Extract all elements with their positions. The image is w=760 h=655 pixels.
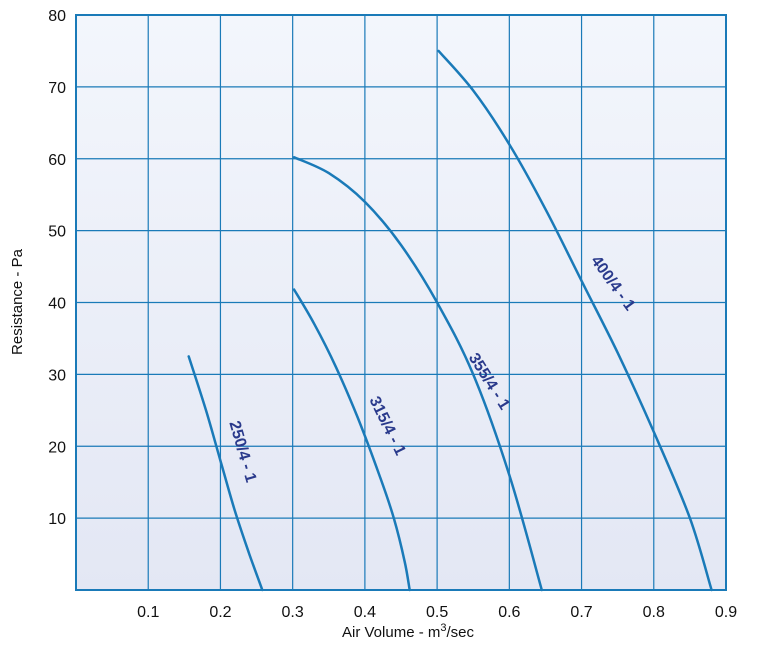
curve-250 [187, 355, 264, 592]
x-axis-label-main: Air Volume - m [342, 624, 440, 641]
y-tick-label: 10 [48, 511, 66, 528]
y-tick-label: 30 [48, 367, 66, 384]
y-tick-label: 50 [48, 224, 66, 241]
x-axis-label: Air Volume - m3/sec [342, 622, 474, 641]
x-tick-label: 0.2 [209, 604, 231, 621]
y-tick-label: 20 [48, 439, 66, 456]
y-tick-label: 40 [48, 296, 66, 313]
x-tick-label: 0.7 [570, 604, 592, 621]
x-tick-label: 0.3 [282, 604, 304, 621]
x-axis-label-tail: /sec [446, 624, 474, 641]
x-tick-label: 0.9 [715, 604, 737, 621]
y-axis-label: Resistance - Pa [9, 248, 26, 355]
y-tick-label: 80 [48, 8, 66, 25]
x-tick-label: 0.5 [426, 604, 448, 621]
y-tick-label: 70 [48, 80, 66, 97]
y-tick-label: 60 [48, 152, 66, 169]
curve-400 [437, 49, 713, 592]
series-layer [187, 49, 713, 592]
x-axis-label-sup: 3 [440, 622, 446, 634]
plot-frame [75, 14, 727, 591]
x-tick-label: 0.6 [498, 604, 520, 621]
tick-labels: 0.1 0.2 0.3 0.4 0.5 0.6 0.7 0.8 0.9 10 20 30 40 50 60 7… [48, 8, 737, 621]
curve-355 [292, 156, 544, 592]
x-tick-label: 0.4 [354, 604, 376, 621]
x-tick-label: 0.8 [643, 604, 665, 621]
x-tick-label: 0.1 [137, 604, 159, 621]
curve-315 [292, 288, 411, 592]
